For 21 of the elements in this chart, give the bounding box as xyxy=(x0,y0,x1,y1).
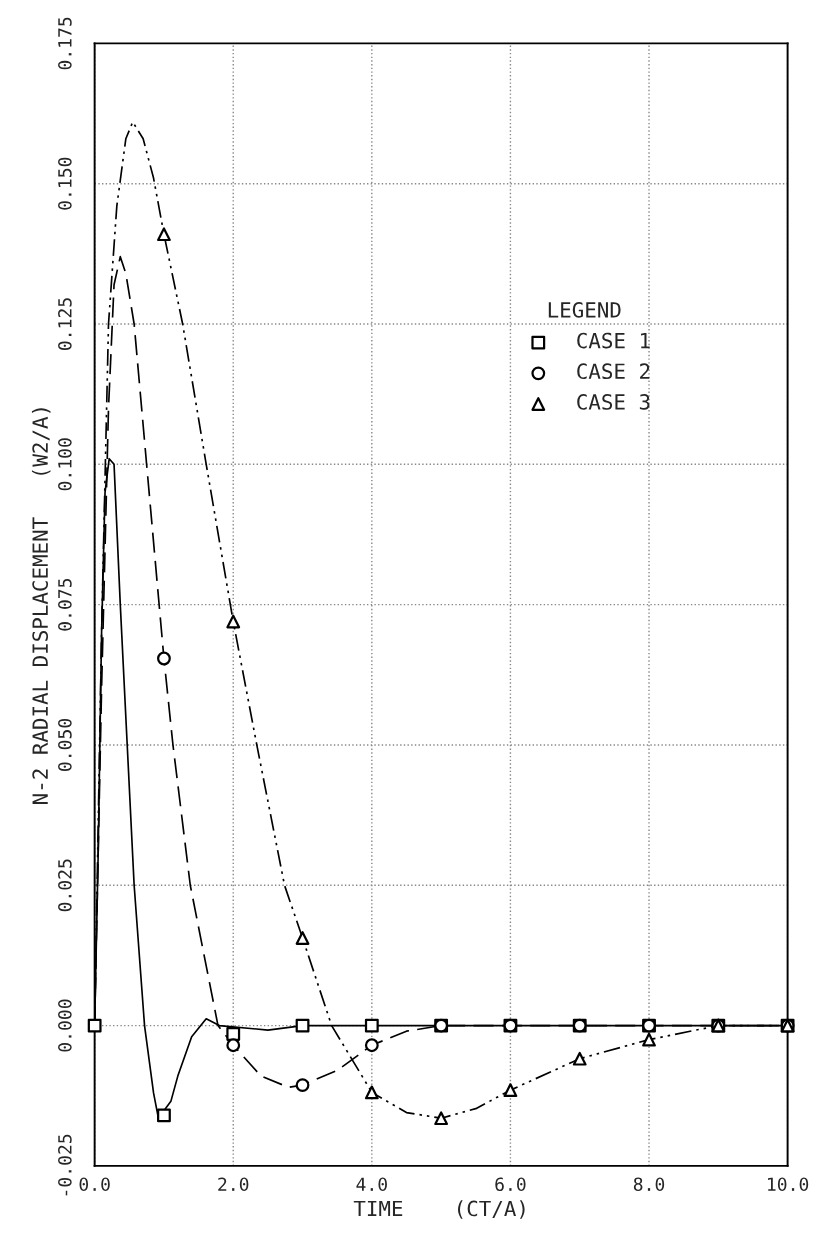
y-tick-label: 0.125 xyxy=(58,298,72,350)
y-tick-label: 0.100 xyxy=(58,438,72,491)
x-tick-label: 6.0 xyxy=(495,1177,526,1192)
legend-title: LEGEND xyxy=(548,301,621,318)
y-tick-label: 0.000 xyxy=(58,999,72,1052)
x-tick-label: 10.0 xyxy=(768,1177,809,1192)
x-tick-label: 0.0 xyxy=(79,1177,110,1192)
y-tick-label: 0.075 xyxy=(58,578,72,631)
legend-label: CASE 3 xyxy=(577,394,650,410)
y-tick-label: 0.025 xyxy=(58,859,72,912)
y-tick-label: 0.050 xyxy=(58,718,72,771)
x-tick-label: 4.0 xyxy=(356,1177,387,1192)
x-tick-label: 8.0 xyxy=(633,1177,665,1192)
y-tick-label: 0.150 xyxy=(58,157,72,210)
legend-label: CASE 2 xyxy=(577,363,650,380)
legend-label: CASE 1 xyxy=(577,332,650,349)
y-tick-label: 0.175 xyxy=(58,17,72,70)
x-axis-title: TIME (CT/A) xyxy=(353,1200,525,1219)
y-axis-title: N-2 RADIAL DISPLACEMENT (W2/A) xyxy=(31,408,51,804)
y-tick-label: -0.025 xyxy=(58,1134,72,1196)
x-tick-label: 2.0 xyxy=(218,1177,249,1192)
